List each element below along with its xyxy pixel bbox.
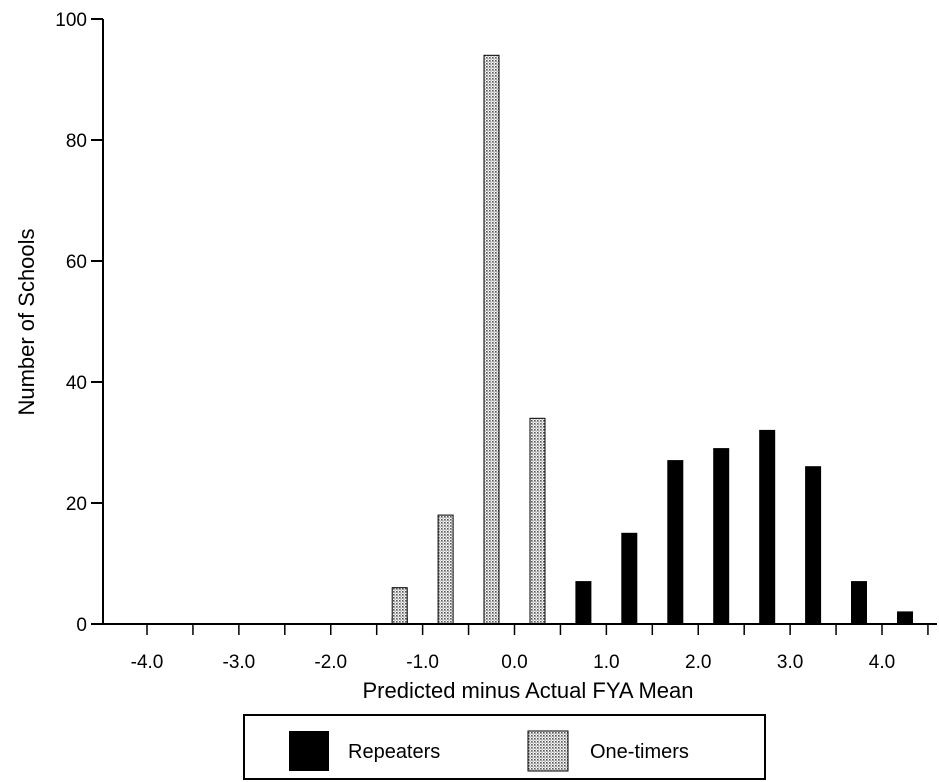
bar-one-timers (391, 587, 408, 625)
x-tick-label: 1.0 (593, 652, 619, 673)
y-tick-label: 40 (66, 373, 87, 394)
legend-label-repeaters: Repeaters (348, 741, 440, 763)
bar-repeaters (621, 532, 638, 625)
bar-repeaters (575, 581, 592, 625)
y-tick-label: 60 (66, 252, 87, 273)
x-tick-label: 2.0 (685, 652, 711, 673)
bar-one-timers (483, 54, 500, 625)
y-tick-label: 0 (76, 615, 87, 636)
bars (391, 54, 913, 625)
x-axis-title: Predicted minus Actual FYA Mean (363, 678, 694, 703)
bar-one-timers (529, 417, 546, 625)
x-tick-label: -1.0 (406, 652, 439, 673)
legend-label-one-timers: One-timers (590, 741, 689, 763)
legend-box (243, 714, 766, 780)
x-tick-label: 3.0 (777, 652, 803, 673)
x-axis-ticks: -4.0 -3.0 -2.0 -1.0 0.0 1.0 2.0 3.0 4.0 (131, 624, 929, 673)
legend-swatch-one-timers (527, 730, 569, 772)
x-tick-label: 0.0 (501, 652, 527, 673)
x-tick-label: 4.0 (869, 652, 895, 673)
x-tick-label: -4.0 (131, 652, 164, 673)
bar-repeaters (713, 448, 730, 625)
bar-repeaters (759, 429, 776, 625)
bar-one-timers (437, 514, 454, 625)
x-tick-label: -2.0 (314, 652, 347, 673)
legend: Repeaters One-timers (243, 714, 766, 780)
x-tick-label: -3.0 (223, 652, 256, 673)
legend-swatch-repeaters (289, 731, 329, 771)
bar-repeaters (851, 581, 867, 625)
y-tick-label: 100 (55, 10, 87, 31)
bar-repeaters (897, 611, 913, 625)
y-axis-title: Number of Schools (14, 228, 39, 415)
bar-repeaters (805, 466, 822, 625)
bar-repeaters (667, 460, 684, 625)
y-axis-ticks: 0 20 40 60 80 100 (55, 10, 103, 636)
y-tick-label: 20 (66, 494, 87, 515)
y-tick-label: 80 (66, 131, 87, 152)
